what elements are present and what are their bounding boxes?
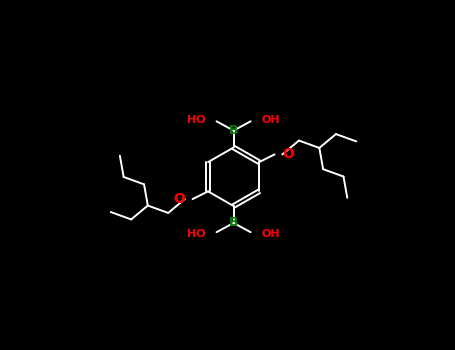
Text: B: B	[229, 124, 238, 137]
Text: O: O	[283, 147, 294, 161]
Text: HO: HO	[187, 229, 206, 239]
Text: HO: HO	[187, 115, 206, 125]
Text: OH: OH	[262, 229, 280, 239]
Text: OH: OH	[262, 115, 280, 125]
Text: B: B	[229, 216, 238, 230]
Text: O: O	[173, 192, 185, 206]
